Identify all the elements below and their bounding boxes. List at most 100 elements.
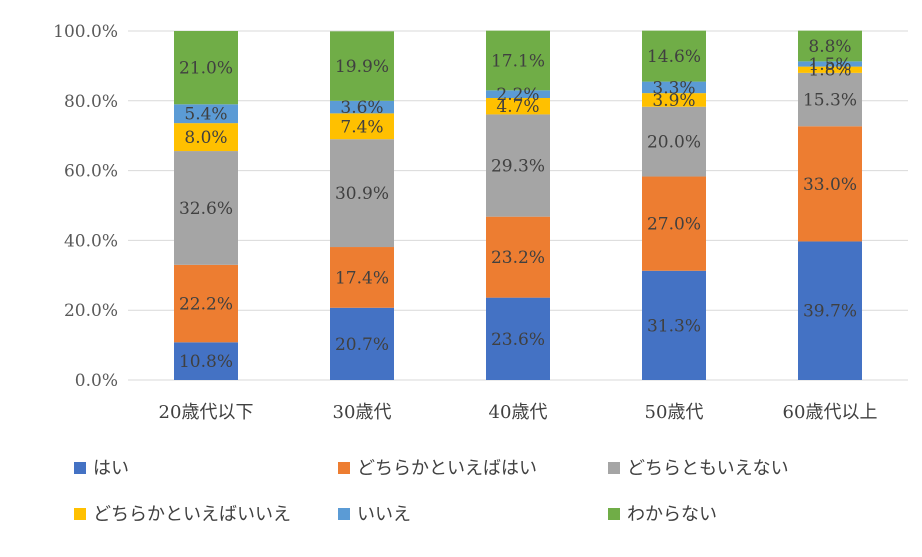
data-label: 20.0% <box>647 133 701 153</box>
bar-segment <box>798 126 862 242</box>
data-label: 3.9% <box>652 91 695 111</box>
bars: 10.8% 22.2% 32.6% 8.0% 5.4% 21.0% 20.7% 17.4% 30… <box>174 30 862 380</box>
y-tick-label: 60.0% <box>64 162 118 182</box>
legend-item: わからない <box>608 504 717 525</box>
data-label: 7.4% <box>340 117 383 137</box>
data-label: 30.9% <box>335 184 389 204</box>
legend-swatch <box>338 462 350 474</box>
data-label: 14.6% <box>647 47 701 67</box>
data-label: 31.3% <box>647 316 701 336</box>
data-label: 1.5% <box>808 55 851 75</box>
bar-segment <box>330 139 394 248</box>
legend-label: どちらともいえない <box>627 458 789 479</box>
legend-swatch <box>74 462 86 474</box>
y-tick-label: 100.0% <box>53 22 118 42</box>
legend-item: いいえ <box>338 504 411 525</box>
legend-item: どちらともいえない <box>608 458 789 479</box>
y-tick-label: 80.0% <box>64 92 118 112</box>
bar-segment <box>798 241 862 380</box>
bar-segment <box>330 100 394 114</box>
x-axis: 20歳代以下 30歳代 40歳代 50歳代 60歳代以上 <box>159 402 878 423</box>
y-axis: 0.0% 20.0% 40.0% 60.0% 80.0% 100.0% <box>53 22 118 391</box>
data-label: 20.7% <box>335 335 389 355</box>
bar-stack: 31.3% 27.0% 20.0% 3.9%3.3% 14.6% <box>642 30 706 380</box>
x-category-label: 50歳代 <box>645 402 704 423</box>
bar-segment <box>642 176 706 271</box>
bar-segment <box>798 61 862 67</box>
data-label: 22.2% <box>179 295 233 315</box>
bar-segment <box>798 72 862 127</box>
data-label: 4.7% <box>496 97 539 117</box>
bar-stack: 23.6% 23.2% 29.3% 4.7%2.2% 17.1% <box>486 30 550 380</box>
bar-segment <box>174 123 238 152</box>
bar-segment <box>486 114 550 217</box>
bar-segment <box>330 247 394 308</box>
x-category-label: 40歳代 <box>489 402 548 423</box>
data-label: 1.8% <box>808 61 851 81</box>
x-category-label: 20歳代以下 <box>159 402 254 423</box>
data-label: 32.6% <box>179 199 233 219</box>
data-label: 8.0% <box>184 128 227 148</box>
data-label: 17.1% <box>491 51 545 71</box>
data-label: 29.3% <box>491 157 545 177</box>
bar-segment <box>486 30 550 91</box>
y-tick-label: 0.0% <box>75 371 118 391</box>
data-label: 19.9% <box>335 57 389 77</box>
legend-swatch <box>608 462 620 474</box>
data-label: 15.3% <box>803 91 857 111</box>
bar-segment <box>174 104 238 124</box>
data-label: 8.8% <box>808 37 851 57</box>
legend-label: どちらかといえばいいえ <box>93 504 291 525</box>
data-label: 3.3% <box>652 78 695 98</box>
bar-segment <box>174 264 238 343</box>
bar-segment <box>642 93 706 107</box>
bar-segment <box>642 30 706 82</box>
legend-label: いいえ <box>357 504 411 525</box>
bar-segment <box>486 297 550 380</box>
bar-segment <box>486 216 550 298</box>
bar-stack: 10.8% 22.2% 32.6% 8.0% 5.4% 21.0% <box>174 31 238 380</box>
data-label: 5.4% <box>184 105 227 125</box>
bar-segment <box>330 113 394 140</box>
bar-segment <box>174 151 238 265</box>
data-label: 27.0% <box>647 215 701 235</box>
legend-label: わからない <box>627 504 717 525</box>
bar-segment <box>486 90 550 99</box>
legend-item: どちらかといえばいいえ <box>74 504 291 525</box>
bar-segment <box>642 270 706 380</box>
bar-stack: 20.7% 17.4% 30.9% 7.4%3.6% 19.9% <box>330 31 394 380</box>
bar-segment <box>174 31 238 105</box>
x-category-label: 30歳代 <box>333 402 392 423</box>
legend-swatch <box>338 508 350 520</box>
legend-swatch <box>608 508 620 520</box>
legend-item: どちらかといえばはい <box>338 458 537 479</box>
bar-segment <box>642 106 706 177</box>
data-label: 17.4% <box>335 268 389 288</box>
data-label: 3.6% <box>340 98 383 118</box>
x-category-label: 60歳代以上 <box>783 402 878 423</box>
data-label: 23.2% <box>491 248 545 268</box>
legend-item: はい <box>74 458 129 479</box>
data-label: 10.8% <box>179 352 233 372</box>
bar-segment <box>330 307 394 380</box>
bar-segment <box>330 31 394 101</box>
y-tick-label: 20.0% <box>64 301 118 321</box>
bar-segment <box>798 66 862 73</box>
bar-segment <box>798 30 862 62</box>
data-label: 21.0% <box>179 59 233 79</box>
data-label: 23.6% <box>491 330 545 350</box>
bar-segment <box>486 98 550 115</box>
bar-stack: 39.7% 33.0% 15.3% 1.8%1.5%8.8% <box>798 30 862 380</box>
data-label: 2.2% <box>496 85 539 105</box>
legend-swatch <box>74 508 86 520</box>
bar-segment <box>642 81 706 94</box>
data-label: 33.0% <box>803 175 857 195</box>
legend-label: どちらかといえばはい <box>357 458 537 479</box>
bar-segment <box>174 342 238 380</box>
legend-label: はい <box>93 458 129 479</box>
data-label: 39.7% <box>803 302 857 322</box>
